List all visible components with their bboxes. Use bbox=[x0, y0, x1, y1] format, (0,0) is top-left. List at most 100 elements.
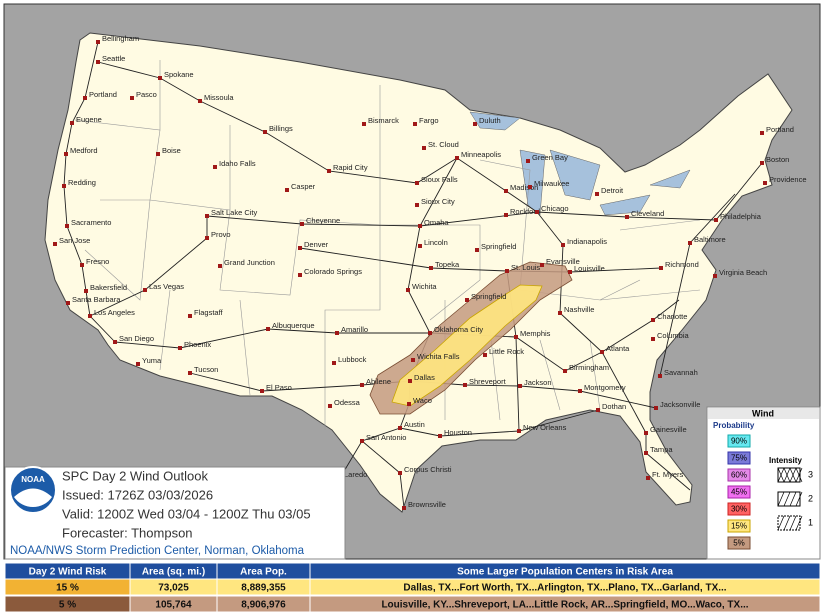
great-lakes bbox=[469, 111, 691, 216]
city-dot bbox=[84, 289, 88, 293]
info-valid: Valid: 1200Z Wed 03/04 - 1200Z Thu 03/05 bbox=[62, 506, 311, 521]
city-dot bbox=[198, 99, 202, 103]
city-dot bbox=[260, 389, 264, 393]
city-dot bbox=[535, 210, 539, 214]
city-label: Omaha bbox=[424, 218, 449, 227]
city-label: San Antonio bbox=[366, 433, 406, 442]
city-label: St. Louis bbox=[511, 263, 540, 272]
table-cell-text: Dallas, TX...Fort Worth, TX...Arlington,… bbox=[403, 583, 726, 594]
city-label: Gainesville bbox=[650, 425, 687, 434]
city-label: Duluth bbox=[479, 116, 501, 125]
legend-probability: Probability bbox=[713, 421, 755, 430]
legend-level: 75% bbox=[731, 454, 747, 463]
city-label: Madison bbox=[510, 183, 538, 192]
city-dot bbox=[113, 340, 117, 344]
city-label: Memphis bbox=[520, 329, 551, 338]
city-label: Portland bbox=[766, 125, 794, 134]
intensity-level: 1 bbox=[808, 517, 813, 527]
city-dot bbox=[463, 383, 467, 387]
info-title: SPC Day 2 Wind Outlook bbox=[62, 468, 208, 483]
hatch bbox=[795, 515, 803, 531]
city-dot bbox=[651, 337, 655, 341]
city-label: Richmond bbox=[665, 260, 699, 269]
city-label: Little Rock bbox=[489, 347, 524, 356]
city-label: Louisville bbox=[574, 264, 605, 273]
noaa-logo-wave bbox=[14, 488, 52, 508]
city-label: Flagstaff bbox=[194, 308, 224, 317]
city-dot bbox=[362, 122, 366, 126]
city-label: Lincoln bbox=[424, 238, 448, 247]
city-dot bbox=[298, 246, 302, 250]
city-dot bbox=[558, 311, 562, 315]
city-label: Amarillo bbox=[341, 325, 368, 334]
city-label: Jacksonville bbox=[660, 400, 700, 409]
hatch bbox=[777, 491, 785, 507]
city-label: Nashville bbox=[564, 305, 594, 314]
city-label: Milwaukee bbox=[534, 179, 569, 188]
city-dot bbox=[327, 169, 331, 173]
city-label: Virginia Beach bbox=[719, 268, 767, 277]
city-label: Springfield bbox=[481, 242, 516, 251]
city-dot bbox=[80, 263, 84, 267]
city-label: Charlotte bbox=[657, 312, 687, 321]
city-dot bbox=[53, 242, 57, 246]
city-label: Savannah bbox=[664, 368, 698, 377]
city-label: Redding bbox=[68, 178, 96, 187]
city-dot bbox=[504, 213, 508, 217]
city-label: Denver bbox=[304, 240, 329, 249]
city-dot bbox=[514, 335, 518, 339]
city-dot bbox=[644, 451, 648, 455]
table-cell-text: 8,906,976 bbox=[241, 600, 286, 611]
legend-items: 90% 75% 60% 45% 30% 15% 5% 3 2 1 bbox=[727, 434, 813, 550]
city-dot bbox=[402, 506, 406, 510]
city-label: Indianapolis bbox=[567, 237, 607, 246]
city-label: Waco bbox=[413, 396, 432, 405]
city-label: Provo bbox=[211, 230, 231, 239]
city-dot bbox=[526, 159, 530, 163]
info-forecaster: Forecaster: Thompson bbox=[62, 525, 193, 540]
city-dot bbox=[658, 374, 662, 378]
city-dot bbox=[64, 152, 68, 156]
city-label: Rapid City bbox=[333, 163, 368, 172]
table-cell bbox=[309, 595, 821, 613]
city-label: Jackson bbox=[524, 378, 552, 387]
city-dot bbox=[408, 379, 412, 383]
city-dot bbox=[438, 434, 442, 438]
legend-swatch bbox=[727, 451, 751, 465]
city-label: Tucson bbox=[194, 365, 218, 374]
city-label: Medford bbox=[70, 146, 98, 155]
hatch bbox=[777, 515, 785, 531]
legend-swatch bbox=[727, 485, 751, 499]
city-dot bbox=[298, 273, 302, 277]
city-dot bbox=[455, 156, 459, 160]
city-dot bbox=[398, 471, 402, 475]
legend-level: 5% bbox=[733, 539, 745, 548]
city-dot bbox=[428, 331, 432, 335]
city-dot bbox=[651, 318, 655, 322]
city-label: Colorado Springs bbox=[304, 267, 362, 276]
city-label: Montgomery bbox=[584, 383, 626, 392]
city-label: Wichita Falls bbox=[417, 352, 460, 361]
table-cell bbox=[309, 578, 821, 596]
city-dot bbox=[465, 298, 469, 302]
city-dot bbox=[188, 314, 192, 318]
city-label: Yuma bbox=[142, 356, 162, 365]
city-dot bbox=[760, 161, 764, 165]
city-dot bbox=[505, 269, 509, 273]
city-dot bbox=[213, 165, 217, 169]
city-dot bbox=[205, 236, 209, 240]
noaa-logo-text: NOAA bbox=[21, 475, 45, 484]
city-label: Missoula bbox=[204, 93, 234, 102]
city-dot bbox=[659, 266, 663, 270]
hatch bbox=[789, 515, 797, 531]
city-dot bbox=[568, 270, 572, 274]
city-label: Salt Lake City bbox=[211, 208, 258, 217]
city-dot bbox=[644, 431, 648, 435]
table-cell-text: 8,889,355 bbox=[241, 583, 286, 594]
city-dot bbox=[413, 122, 417, 126]
city-dot bbox=[418, 244, 422, 248]
hatch bbox=[795, 491, 803, 507]
city-label: Bakersfield bbox=[90, 283, 127, 292]
city-dot bbox=[70, 121, 74, 125]
city-dot bbox=[205, 214, 209, 218]
